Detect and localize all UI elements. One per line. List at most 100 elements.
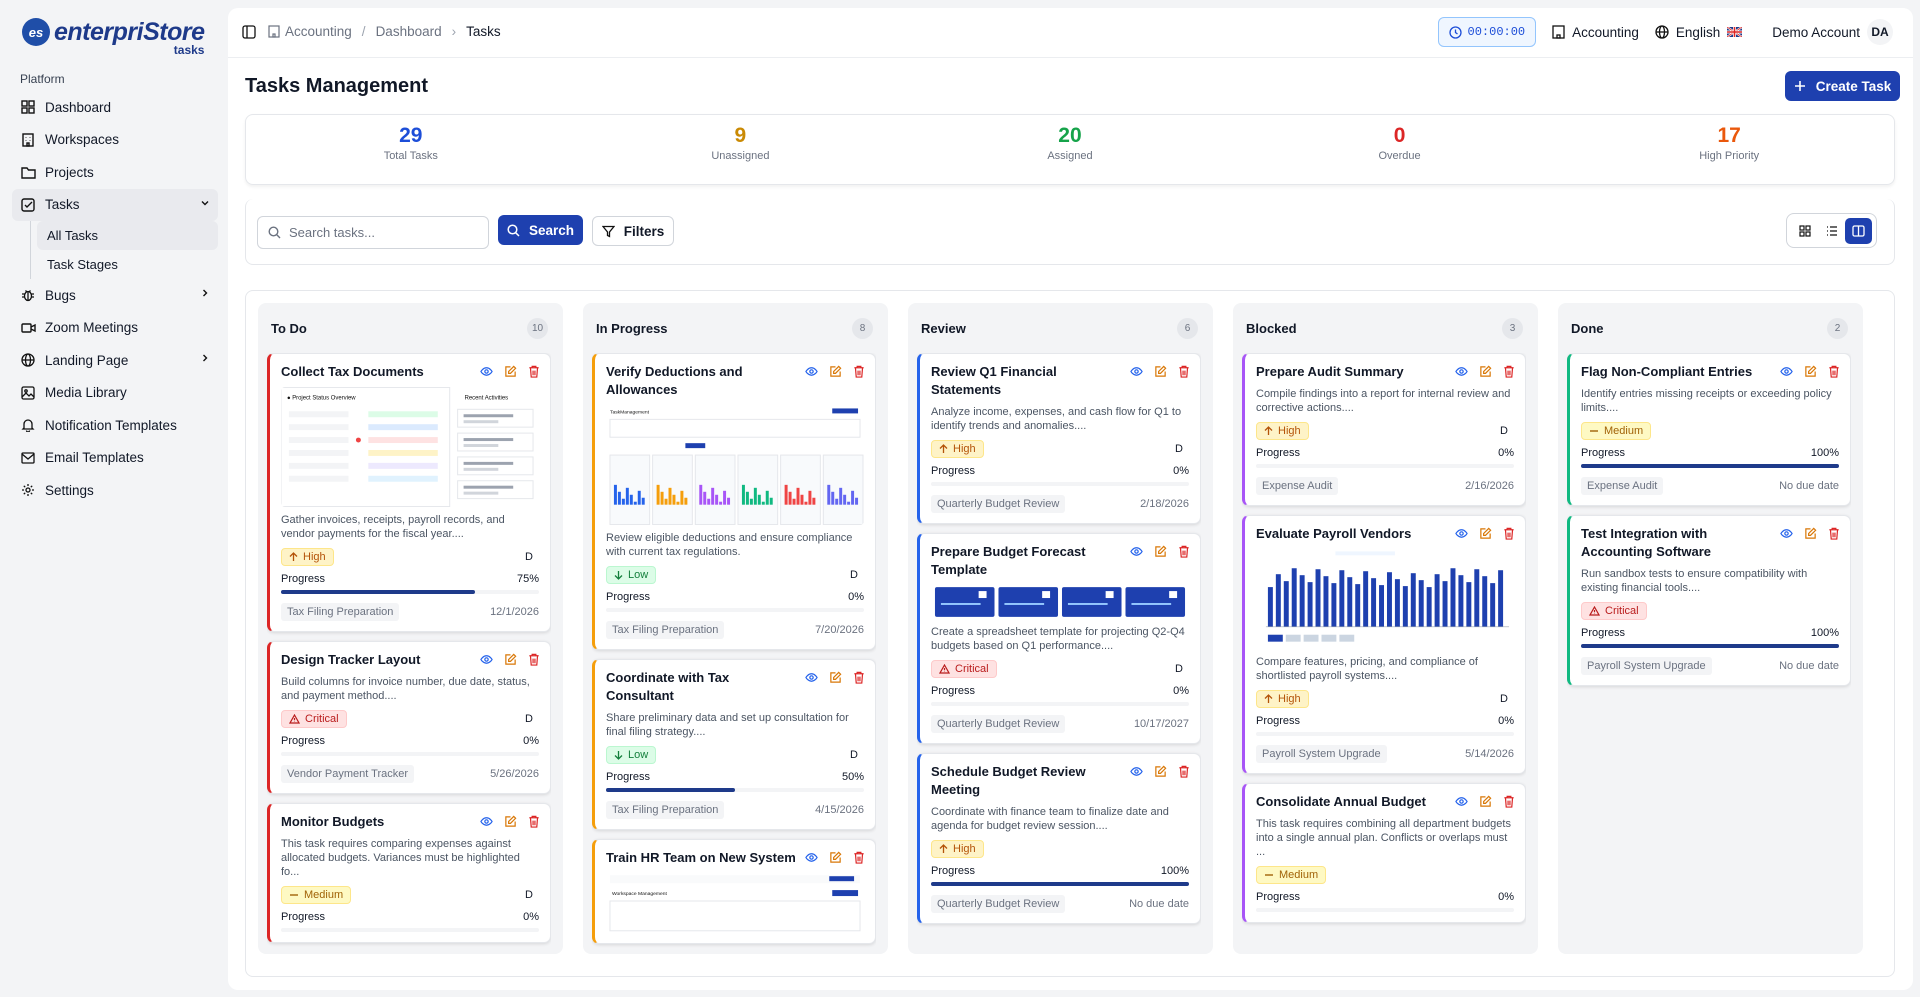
- task-card[interactable]: Design Tracker Layout Build columns for i…: [267, 641, 551, 794]
- edit-icon[interactable]: [1804, 365, 1817, 378]
- delete-trash-icon[interactable]: [1503, 795, 1515, 808]
- view-eye-icon[interactable]: [1780, 365, 1793, 378]
- project-tag[interactable]: Tax Filing Preparation: [281, 603, 400, 621]
- grid-view-button[interactable]: [1791, 218, 1818, 244]
- edit-icon[interactable]: [1154, 545, 1167, 558]
- view-eye-icon[interactable]: [805, 365, 818, 378]
- delete-trash-icon[interactable]: [853, 851, 865, 864]
- sidebar-item-bugs[interactable]: Bugs: [12, 279, 218, 312]
- edit-icon[interactable]: [504, 653, 517, 666]
- view-eye-icon[interactable]: [1780, 527, 1793, 540]
- sidebar-item-all-tasks[interactable]: All Tasks: [37, 221, 218, 250]
- delete-trash-icon[interactable]: [1178, 765, 1190, 778]
- breadcrumb-dashboard[interactable]: Dashboard: [375, 24, 442, 39]
- filters-button[interactable]: Filters: [592, 216, 674, 246]
- edit-icon[interactable]: [829, 671, 842, 684]
- delete-trash-icon[interactable]: [853, 671, 865, 684]
- project-tag[interactable]: Quarterly Budget Review: [931, 895, 1066, 913]
- task-card[interactable]: Consolidate Annual Budget This task requi…: [1242, 783, 1526, 923]
- search-input[interactable]: [289, 225, 479, 240]
- project-tag[interactable]: Expense Audit: [1581, 477, 1664, 495]
- sidebar-item-landing-page[interactable]: Landing Page: [12, 344, 218, 377]
- sidebar-item-notification-templates[interactable]: Notification Templates: [12, 409, 218, 442]
- edit-icon[interactable]: [1154, 765, 1167, 778]
- delete-trash-icon[interactable]: [853, 365, 865, 378]
- task-attachment-preview[interactable]: [1256, 549, 1514, 649]
- project-tag[interactable]: Quarterly Budget Review: [931, 495, 1066, 513]
- search-button[interactable]: Search: [498, 215, 583, 245]
- delete-trash-icon[interactable]: [1178, 365, 1190, 378]
- project-tag[interactable]: Vendor Payment Tracker: [281, 765, 415, 783]
- sidebar-item-email-templates[interactable]: Email Templates: [12, 442, 218, 475]
- view-eye-icon[interactable]: [480, 365, 493, 378]
- task-card[interactable]: Coordinate with Tax Consultant Share prel…: [592, 659, 876, 830]
- sidebar-item-media-library[interactable]: Media Library: [12, 377, 218, 410]
- task-attachment-preview[interactable]: ● Project Status Overview Recent Activiti…: [281, 387, 539, 507]
- task-card[interactable]: Evaluate Payroll Vendors Compare features…: [1242, 515, 1526, 774]
- project-tag[interactable]: Tax Filing Preparation: [606, 801, 725, 819]
- sidebar-item-task-stages[interactable]: Task Stages: [37, 250, 218, 279]
- sidebar-item-dashboard[interactable]: Dashboard: [12, 91, 218, 124]
- task-card[interactable]: Monitor Budgets This task requires compar…: [267, 803, 551, 943]
- edit-icon[interactable]: [1479, 795, 1492, 808]
- edit-icon[interactable]: [1804, 527, 1817, 540]
- project-tag[interactable]: Payroll System Upgrade: [1581, 657, 1712, 675]
- view-eye-icon[interactable]: [1455, 365, 1468, 378]
- delete-trash-icon[interactable]: [528, 815, 540, 828]
- task-card[interactable]: Train HR Team on New System Workspace Man…: [592, 839, 876, 944]
- create-task-button[interactable]: Create Task: [1785, 71, 1900, 101]
- task-attachment-preview[interactable]: [931, 585, 1189, 619]
- sidebar-item-zoom-meetings[interactable]: Zoom Meetings: [12, 312, 218, 345]
- view-eye-icon[interactable]: [480, 653, 493, 666]
- delete-trash-icon[interactable]: [1828, 365, 1840, 378]
- edit-icon[interactable]: [1154, 365, 1167, 378]
- edit-icon[interactable]: [1479, 365, 1492, 378]
- delete-trash-icon[interactable]: [528, 365, 540, 378]
- task-card[interactable]: Review Q1 Financial Statements Analyze in…: [917, 353, 1201, 524]
- task-card[interactable]: Prepare Budget Forecast Template Create a…: [917, 533, 1201, 744]
- task-card[interactable]: Flag Non-Compliant Entries Identify entri…: [1567, 353, 1851, 506]
- view-eye-icon[interactable]: [1130, 765, 1143, 778]
- breadcrumb-workspace[interactable]: Accounting: [285, 24, 352, 39]
- edit-icon[interactable]: [829, 851, 842, 864]
- delete-trash-icon[interactable]: [1503, 527, 1515, 540]
- view-eye-icon[interactable]: [1455, 527, 1468, 540]
- edit-icon[interactable]: [504, 815, 517, 828]
- delete-trash-icon[interactable]: [1178, 545, 1190, 558]
- view-eye-icon[interactable]: [1455, 795, 1468, 808]
- delete-trash-icon[interactable]: [1828, 527, 1840, 540]
- view-eye-icon[interactable]: [480, 815, 493, 828]
- task-card[interactable]: Verify Deductions and Allowances TaskMana…: [592, 353, 876, 650]
- task-card[interactable]: Schedule Budget Review Meeting Coordinate…: [917, 753, 1201, 924]
- project-tag[interactable]: Tax Filing Preparation: [606, 621, 725, 639]
- account-menu[interactable]: Demo Account DA: [1772, 19, 1893, 45]
- sidebar-toggle-icon[interactable]: [242, 24, 256, 39]
- edit-icon[interactable]: [1479, 527, 1492, 540]
- edit-icon[interactable]: [504, 365, 517, 378]
- project-tag[interactable]: Expense Audit: [1256, 477, 1339, 495]
- task-attachment-preview[interactable]: Workspace Management: [606, 873, 864, 933]
- list-view-button[interactable]: [1818, 218, 1845, 244]
- task-card[interactable]: Prepare Audit Summary Compile findings in…: [1242, 353, 1526, 506]
- view-eye-icon[interactable]: [1130, 365, 1143, 378]
- delete-trash-icon[interactable]: [528, 653, 540, 666]
- sidebar-item-projects[interactable]: Projects: [12, 156, 218, 189]
- task-attachment-preview[interactable]: TaskManagement: [606, 405, 864, 525]
- view-eye-icon[interactable]: [805, 671, 818, 684]
- view-eye-icon[interactable]: [1130, 545, 1143, 558]
- project-tag[interactable]: Quarterly Budget Review: [931, 715, 1066, 733]
- timer-button[interactable]: 00:00:00: [1437, 17, 1537, 47]
- edit-icon[interactable]: [829, 365, 842, 378]
- delete-trash-icon[interactable]: [1503, 365, 1515, 378]
- workspace-switcher[interactable]: Accounting: [1552, 25, 1639, 40]
- sidebar-item-settings[interactable]: Settings: [12, 474, 218, 507]
- task-card[interactable]: Collect Tax Documents ● Project Status Ov…: [267, 353, 551, 632]
- sidebar-item-tasks[interactable]: Tasks: [12, 188, 218, 221]
- project-tag[interactable]: Payroll System Upgrade: [1256, 745, 1387, 763]
- kanban-view-button[interactable]: [1845, 217, 1872, 244]
- view-eye-icon[interactable]: [805, 851, 818, 864]
- brand-logo[interactable]: es enterpriStore tasks: [22, 18, 205, 57]
- task-card[interactable]: Test Integration with Accounting Softwar…: [1567, 515, 1851, 686]
- language-switcher[interactable]: English: [1655, 25, 1743, 40]
- sidebar-item-workspaces[interactable]: Workspaces: [12, 124, 218, 157]
